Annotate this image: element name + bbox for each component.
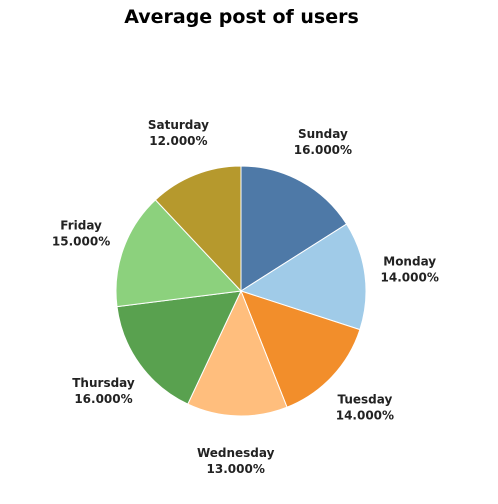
pie-slice-monday <box>239 223 367 331</box>
pie-label-value: 14.000% <box>336 408 394 422</box>
pie-label-wednesday: Wednesday 13.000% <box>197 446 275 476</box>
pie-label-friday: Friday 15.000% <box>52 218 110 248</box>
pie-label-value: 12.000% <box>149 134 207 148</box>
pie-label-name: Friday <box>60 218 102 232</box>
pie-slice-friday <box>115 199 243 308</box>
pie-slice-tuesday <box>240 290 361 408</box>
pie-label-name: Sunday <box>298 127 348 141</box>
chart-title: Average post of users <box>124 6 359 28</box>
pie-labels: Sunday 16.000% Monday 14.000% Tuesday 14.000%… <box>52 118 439 476</box>
pie-slice-saturday <box>154 165 242 293</box>
pie-slices <box>115 165 367 417</box>
pie-label-name: Thursday <box>72 376 135 390</box>
pie-label-value: 13.000% <box>207 462 265 476</box>
pie-slice-sunday <box>240 165 348 292</box>
pie-label-tuesday: Tuesday 14.000% <box>336 392 394 422</box>
pie-label-name: Monday <box>383 255 436 269</box>
pie-label-name: Tuesday <box>337 392 392 406</box>
pie-label-saturday: Saturday 12.000% <box>148 118 209 148</box>
pie-slice-thursday <box>116 290 242 405</box>
pie-label-value: 15.000% <box>52 234 110 248</box>
pie-label-value: 16.000% <box>74 392 132 406</box>
pie-label-thursday: Thursday 16.000% <box>72 376 135 406</box>
pie-label-value: 14.000% <box>381 271 439 285</box>
pie-label-name: Wednesday <box>197 446 275 460</box>
pie-label-name: Saturday <box>148 118 209 132</box>
pie-label-monday: Monday 14.000% <box>381 255 439 285</box>
pie-label-sunday: Sunday 16.000% <box>294 127 352 157</box>
pie-label-value: 16.000% <box>294 143 352 157</box>
pie-slice-wednesday <box>187 289 288 417</box>
